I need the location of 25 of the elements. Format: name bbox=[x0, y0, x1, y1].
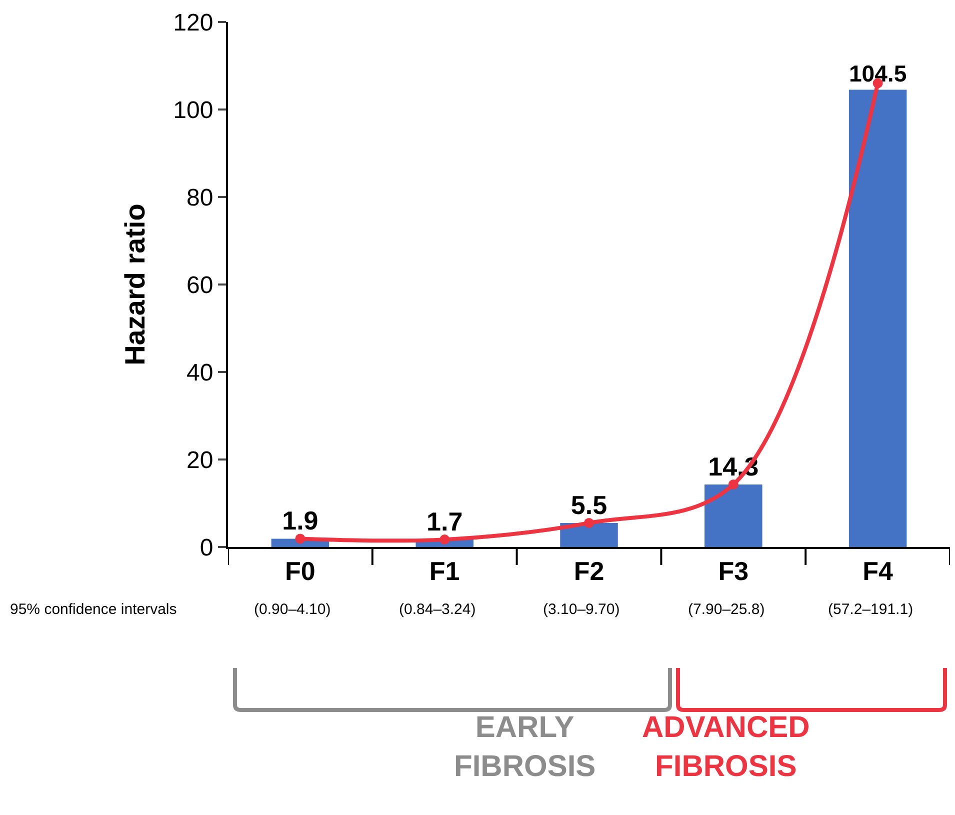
y-tick-label: 40 bbox=[186, 359, 214, 386]
text: ADVANCED FIBROSIS bbox=[642, 711, 810, 783]
x-tick-label: F1 bbox=[429, 556, 460, 586]
y-tick-label: 120 bbox=[173, 9, 214, 36]
x-tick-label: F2 bbox=[574, 556, 604, 586]
text: (57.2–191.1) bbox=[828, 601, 914, 618]
text: (0.90–4.10) bbox=[254, 601, 331, 618]
x-tick-label: F3 bbox=[718, 556, 749, 586]
x-tick-label: F4 bbox=[862, 556, 894, 586]
text: 95% confidence intervals bbox=[10, 601, 177, 618]
y-tick-label: 80 bbox=[186, 184, 214, 212]
text: EARLY FIBROSIS bbox=[454, 711, 596, 783]
x-tick-label: F0 bbox=[285, 556, 316, 586]
y-axis-title: Hazard ratio bbox=[119, 204, 150, 366]
data-label: 1.7 bbox=[426, 506, 463, 537]
data-label: 5.5 bbox=[570, 490, 608, 520]
text: (7.90–25.8) bbox=[688, 601, 765, 618]
y-tick-label: 20 bbox=[186, 446, 214, 474]
y-tick-label: 60 bbox=[186, 272, 214, 299]
data-label: 104.5 bbox=[848, 60, 907, 86]
y-tick-label: 0 bbox=[200, 534, 214, 562]
data-label: 1.9 bbox=[282, 506, 318, 536]
text: (0.84–3.24) bbox=[399, 601, 476, 618]
text: (3.10–9.70) bbox=[543, 601, 620, 618]
y-tick-label: 100 bbox=[173, 96, 214, 124]
